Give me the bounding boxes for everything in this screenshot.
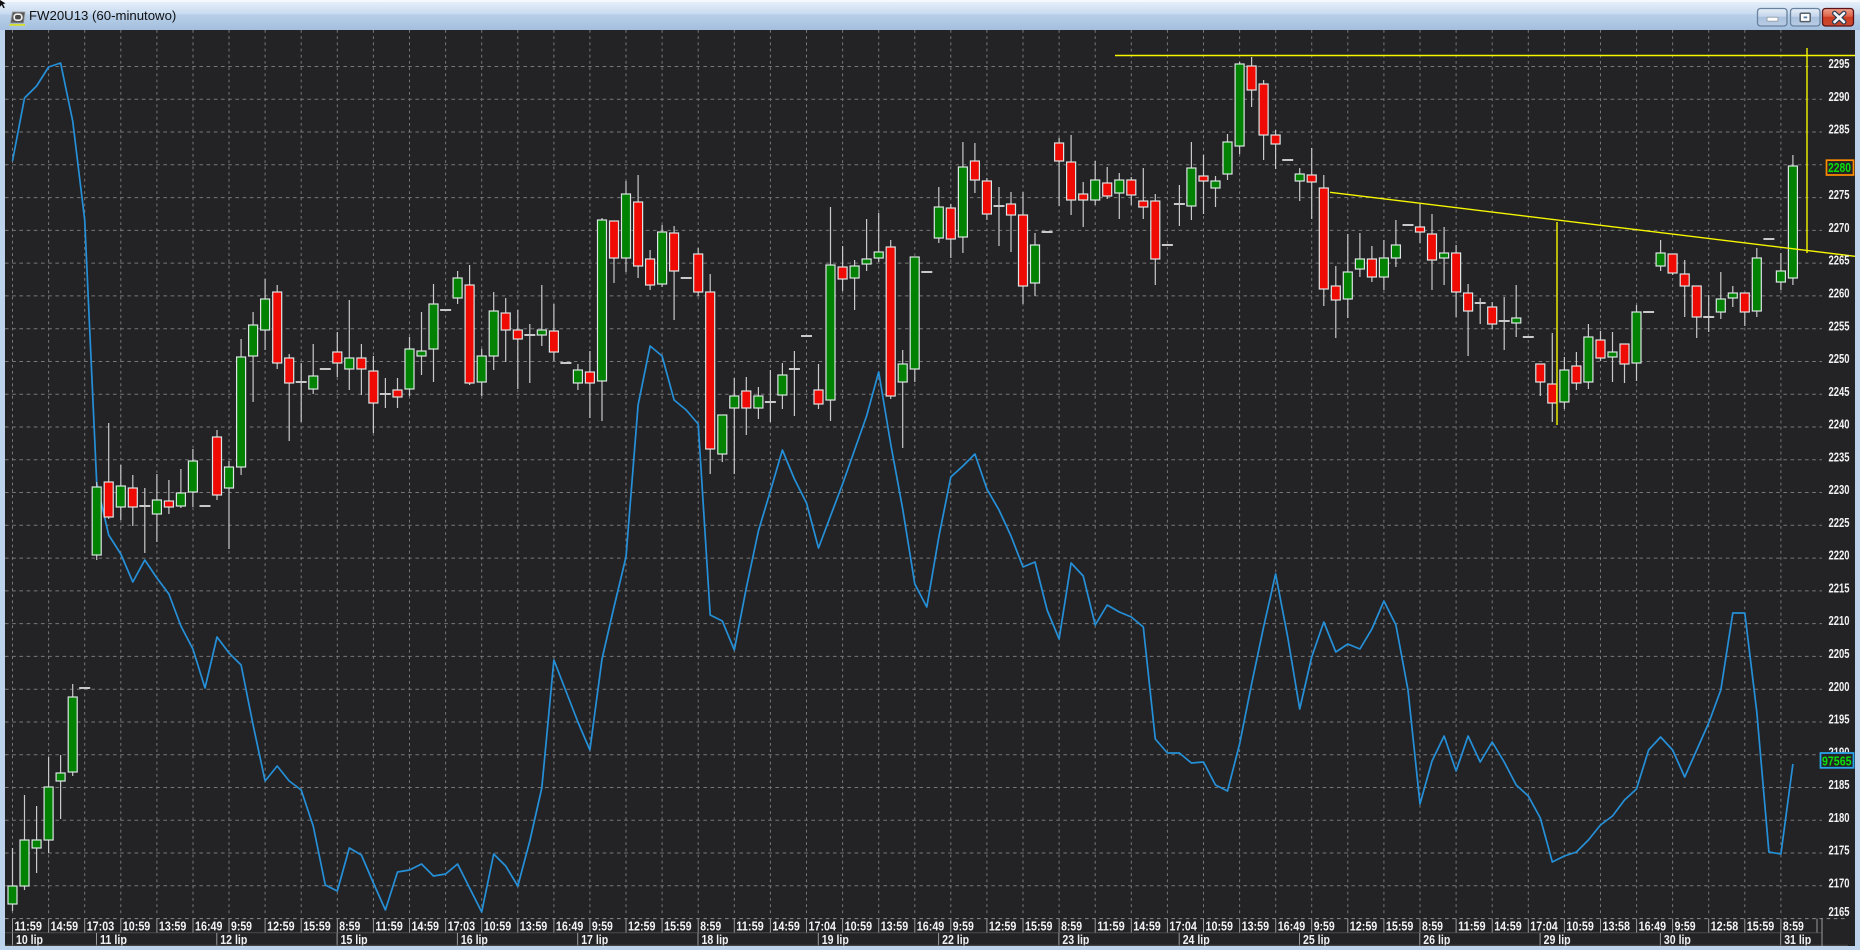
svg-text:2185: 2185	[1829, 778, 1850, 792]
svg-text:14:59: 14:59	[412, 920, 440, 934]
svg-text:10:59: 10:59	[484, 920, 512, 934]
svg-text:2195: 2195	[1829, 713, 1850, 727]
svg-text:15:59: 15:59	[1025, 920, 1053, 934]
svg-text:2255: 2255	[1829, 319, 1850, 333]
svg-text:11:59: 11:59	[375, 920, 403, 934]
svg-text:9:59: 9:59	[1314, 920, 1335, 934]
svg-text:25 lip: 25 lip	[1303, 933, 1330, 947]
svg-text:9:59: 9:59	[592, 920, 613, 934]
svg-text:13:59: 13:59	[520, 920, 548, 934]
svg-text:2175: 2175	[1829, 844, 1850, 858]
svg-text:16 lip: 16 lip	[461, 933, 488, 947]
svg-text:18 lip: 18 lip	[702, 933, 729, 947]
svg-text:26 lip: 26 lip	[1423, 933, 1450, 947]
svg-text:2215: 2215	[1829, 582, 1850, 596]
svg-text:10 lip: 10 lip	[16, 933, 43, 947]
svg-text:8:59: 8:59	[1783, 920, 1804, 934]
svg-text:2290: 2290	[1829, 90, 1850, 104]
svg-text:2280: 2280	[1828, 160, 1851, 175]
svg-text:8:59: 8:59	[339, 920, 360, 934]
svg-text:2205: 2205	[1829, 647, 1850, 661]
svg-text:12:59: 12:59	[628, 920, 656, 934]
svg-text:14:59: 14:59	[1133, 920, 1161, 934]
svg-text:31 lip: 31 lip	[1784, 933, 1811, 947]
svg-text:23 lip: 23 lip	[1062, 933, 1089, 947]
svg-text:2210: 2210	[1829, 614, 1850, 628]
svg-text:17 lip: 17 lip	[581, 933, 608, 947]
svg-text:13:59: 13:59	[881, 920, 909, 934]
svg-text:16:49: 16:49	[556, 920, 584, 934]
svg-text:17:03: 17:03	[448, 920, 476, 934]
svg-text:8:59: 8:59	[1422, 920, 1443, 934]
svg-text:17:04: 17:04	[1530, 920, 1558, 934]
svg-text:24 lip: 24 lip	[1183, 933, 1210, 947]
svg-text:14:59: 14:59	[772, 920, 800, 934]
svg-text:13:58: 13:58	[1603, 920, 1631, 934]
svg-text:2295: 2295	[1829, 57, 1850, 71]
svg-text:22 lip: 22 lip	[942, 933, 969, 947]
svg-text:2260: 2260	[1829, 287, 1850, 301]
svg-text:12:59: 12:59	[1350, 920, 1378, 934]
svg-text:13:59: 13:59	[1242, 920, 1270, 934]
svg-text:8:59: 8:59	[700, 920, 721, 934]
svg-text:12 lip: 12 lip	[220, 933, 247, 947]
svg-text:17:03: 17:03	[87, 920, 115, 934]
svg-text:2200: 2200	[1829, 680, 1850, 694]
svg-text:2265: 2265	[1829, 254, 1850, 268]
svg-text:8:59: 8:59	[1061, 920, 1082, 934]
svg-text:2235: 2235	[1829, 450, 1850, 464]
svg-text:15:59: 15:59	[303, 920, 331, 934]
svg-text:9:59: 9:59	[953, 920, 974, 934]
svg-text:2220: 2220	[1829, 549, 1850, 563]
svg-text:2270: 2270	[1829, 221, 1850, 235]
svg-text:17:04: 17:04	[809, 920, 837, 934]
svg-text:15:59: 15:59	[1747, 920, 1775, 934]
svg-text:2180: 2180	[1829, 811, 1850, 825]
svg-text:10:59: 10:59	[1566, 920, 1594, 934]
svg-text:17:04: 17:04	[1169, 920, 1197, 934]
svg-text:2250: 2250	[1829, 352, 1850, 366]
svg-text:16:49: 16:49	[917, 920, 945, 934]
svg-text:2240: 2240	[1829, 418, 1850, 432]
svg-text:15:59: 15:59	[1386, 920, 1414, 934]
svg-text:12:58: 12:58	[1711, 920, 1739, 934]
svg-text:13:59: 13:59	[159, 920, 187, 934]
svg-text:2170: 2170	[1829, 876, 1850, 890]
svg-text:11:59: 11:59	[15, 920, 43, 934]
svg-text:16:49: 16:49	[1639, 920, 1667, 934]
svg-text:2285: 2285	[1829, 123, 1850, 137]
svg-text:14:59: 14:59	[1494, 920, 1522, 934]
svg-text:2275: 2275	[1829, 188, 1850, 202]
svg-text:11:59: 11:59	[1458, 920, 1486, 934]
svg-text:10:59: 10:59	[123, 920, 151, 934]
svg-text:15 lip: 15 lip	[341, 933, 368, 947]
svg-text:12:59: 12:59	[267, 920, 295, 934]
svg-text:97565: 97565	[1822, 753, 1852, 768]
svg-text:12:59: 12:59	[989, 920, 1017, 934]
svg-text:29 lip: 29 lip	[1544, 933, 1571, 947]
svg-text:9:59: 9:59	[231, 920, 252, 934]
svg-text:14:59: 14:59	[51, 920, 79, 934]
svg-text:10:59: 10:59	[845, 920, 873, 934]
svg-text:15:59: 15:59	[664, 920, 692, 934]
svg-text:16:49: 16:49	[1278, 920, 1306, 934]
svg-text:19 lip: 19 lip	[822, 933, 849, 947]
svg-text:2225: 2225	[1829, 516, 1850, 530]
svg-text:16:49: 16:49	[195, 920, 223, 934]
svg-text:30 lip: 30 lip	[1664, 933, 1691, 947]
svg-text:2230: 2230	[1829, 483, 1850, 497]
svg-text:2245: 2245	[1829, 385, 1850, 399]
svg-text:10:59: 10:59	[1206, 920, 1234, 934]
svg-text:11 lip: 11 lip	[100, 933, 127, 947]
svg-text:11:59: 11:59	[1097, 920, 1125, 934]
svg-text:9:59: 9:59	[1675, 920, 1696, 934]
svg-text:2165: 2165	[1829, 905, 1850, 919]
svg-text:FW20U13 (60-minutowo): FW20U13 (60-minutowo)	[29, 8, 176, 23]
svg-text:11:59: 11:59	[736, 920, 764, 934]
